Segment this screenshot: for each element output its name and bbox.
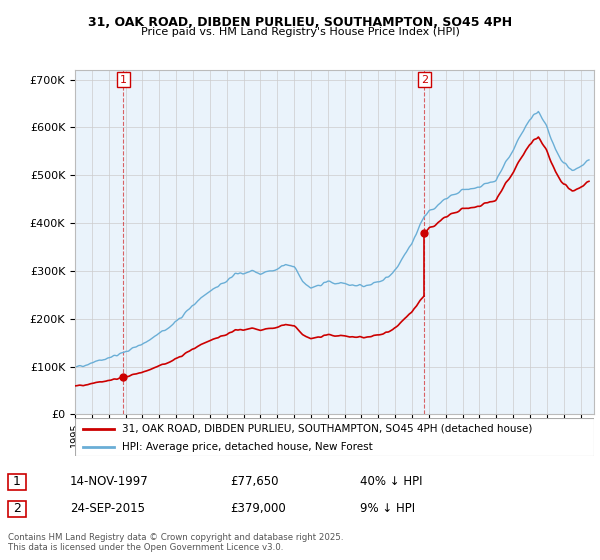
Text: £77,650: £77,650	[230, 475, 278, 488]
Text: Contains HM Land Registry data © Crown copyright and database right 2025.
This d: Contains HM Land Registry data © Crown c…	[8, 533, 343, 552]
Text: 2: 2	[421, 74, 428, 85]
Text: Price paid vs. HM Land Registry's House Price Index (HPI): Price paid vs. HM Land Registry's House …	[140, 27, 460, 37]
Text: 14-NOV-1997: 14-NOV-1997	[70, 475, 149, 488]
Text: 1: 1	[13, 475, 21, 488]
Text: 24-SEP-2015: 24-SEP-2015	[70, 502, 145, 515]
Text: HPI: Average price, detached house, New Forest: HPI: Average price, detached house, New …	[122, 442, 373, 452]
FancyBboxPatch shape	[8, 501, 26, 517]
Text: 2: 2	[13, 502, 21, 515]
Text: £379,000: £379,000	[230, 502, 286, 515]
Text: 40% ↓ HPI: 40% ↓ HPI	[360, 475, 422, 488]
Text: 31, OAK ROAD, DIBDEN PURLIEU, SOUTHAMPTON, SO45 4PH (detached house): 31, OAK ROAD, DIBDEN PURLIEU, SOUTHAMPTO…	[122, 424, 532, 434]
Text: 31, OAK ROAD, DIBDEN PURLIEU, SOUTHAMPTON, SO45 4PH: 31, OAK ROAD, DIBDEN PURLIEU, SOUTHAMPTO…	[88, 16, 512, 29]
Text: 9% ↓ HPI: 9% ↓ HPI	[360, 502, 415, 515]
Text: 1: 1	[120, 74, 127, 85]
FancyBboxPatch shape	[8, 474, 26, 490]
FancyBboxPatch shape	[75, 418, 594, 456]
